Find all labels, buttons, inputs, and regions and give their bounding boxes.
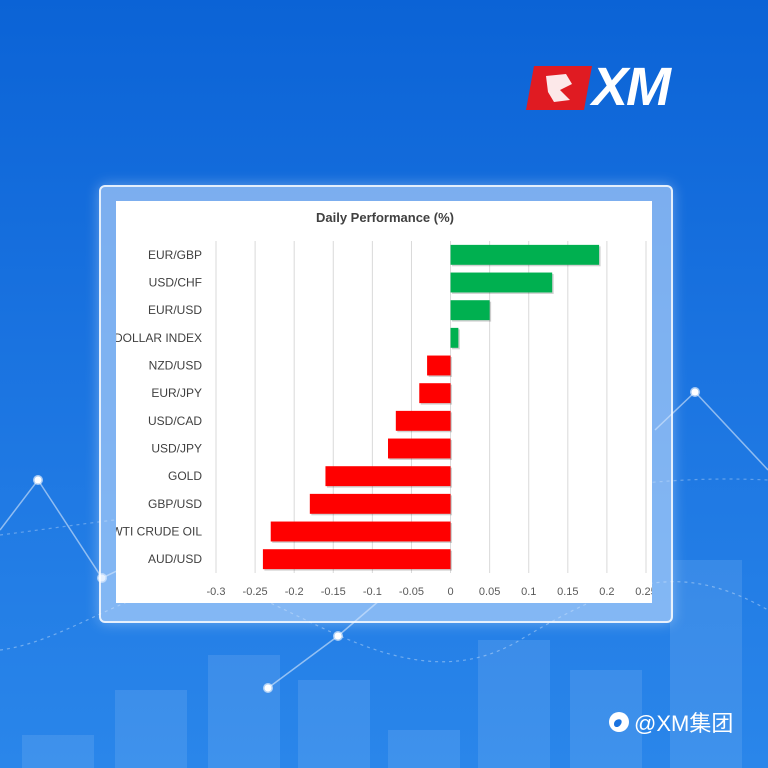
bar [450,244,600,265]
x-tick-label: 0.1 [521,586,536,598]
category-label: GBP/USD [148,497,202,511]
category-label: DOLLAR INDEX [116,331,202,345]
category-label: USD/JPY [151,442,202,456]
x-tick-label: -0.05 [399,586,424,598]
bar [419,383,451,404]
bar-chart: Daily Performance (%) -0.3 -0.25 -0.2 -0.15… [116,210,652,598]
weibo-icon [609,712,629,732]
x-tick-label: -0.15 [321,586,346,598]
x-tick-label: 0.25 [635,586,652,598]
x-tick-label: 0.05 [479,586,500,598]
category-label: WTI CRUDE OIL [116,525,202,539]
bar [270,521,451,542]
category-label: EUR/GBP [148,248,202,262]
category-label: EUR/JPY [151,386,202,400]
x-tick-label: -0.3 [207,586,226,598]
x-tick-label: 0.15 [557,586,578,598]
category-label: USD/CAD [148,414,202,428]
x-tick-label: -0.1 [363,586,382,598]
category-label: NZD/USD [149,359,203,373]
category-label: USD/CHF [149,276,202,290]
bar [395,410,451,431]
bar [450,272,553,293]
weibo-handle: @XM集团 [608,706,733,738]
bar [325,466,451,487]
category-label: GOLD [168,469,202,483]
bar [262,549,451,570]
chart-card: Daily Performance (%) -0.3 -0.25 -0.2 -0.15… [116,201,652,603]
footer-brand-text: @XM集团 [634,711,734,736]
bar [450,300,490,321]
x-tick-label: -0.25 [243,586,268,598]
bar [388,438,451,459]
x-tick-label: 0 [447,586,453,598]
xm-logo-text: XM [592,57,671,117]
category-label: EUR/USD [148,303,202,317]
x-tick-label: -0.2 [285,586,304,598]
bar [450,327,459,348]
xm-logo-mark [526,66,592,110]
bar [427,355,451,376]
category-label: AUD/USD [148,552,202,566]
x-tick-label: 0.2 [599,586,614,598]
chart-title: Daily Performance (%) [316,210,454,225]
bar [309,493,451,514]
